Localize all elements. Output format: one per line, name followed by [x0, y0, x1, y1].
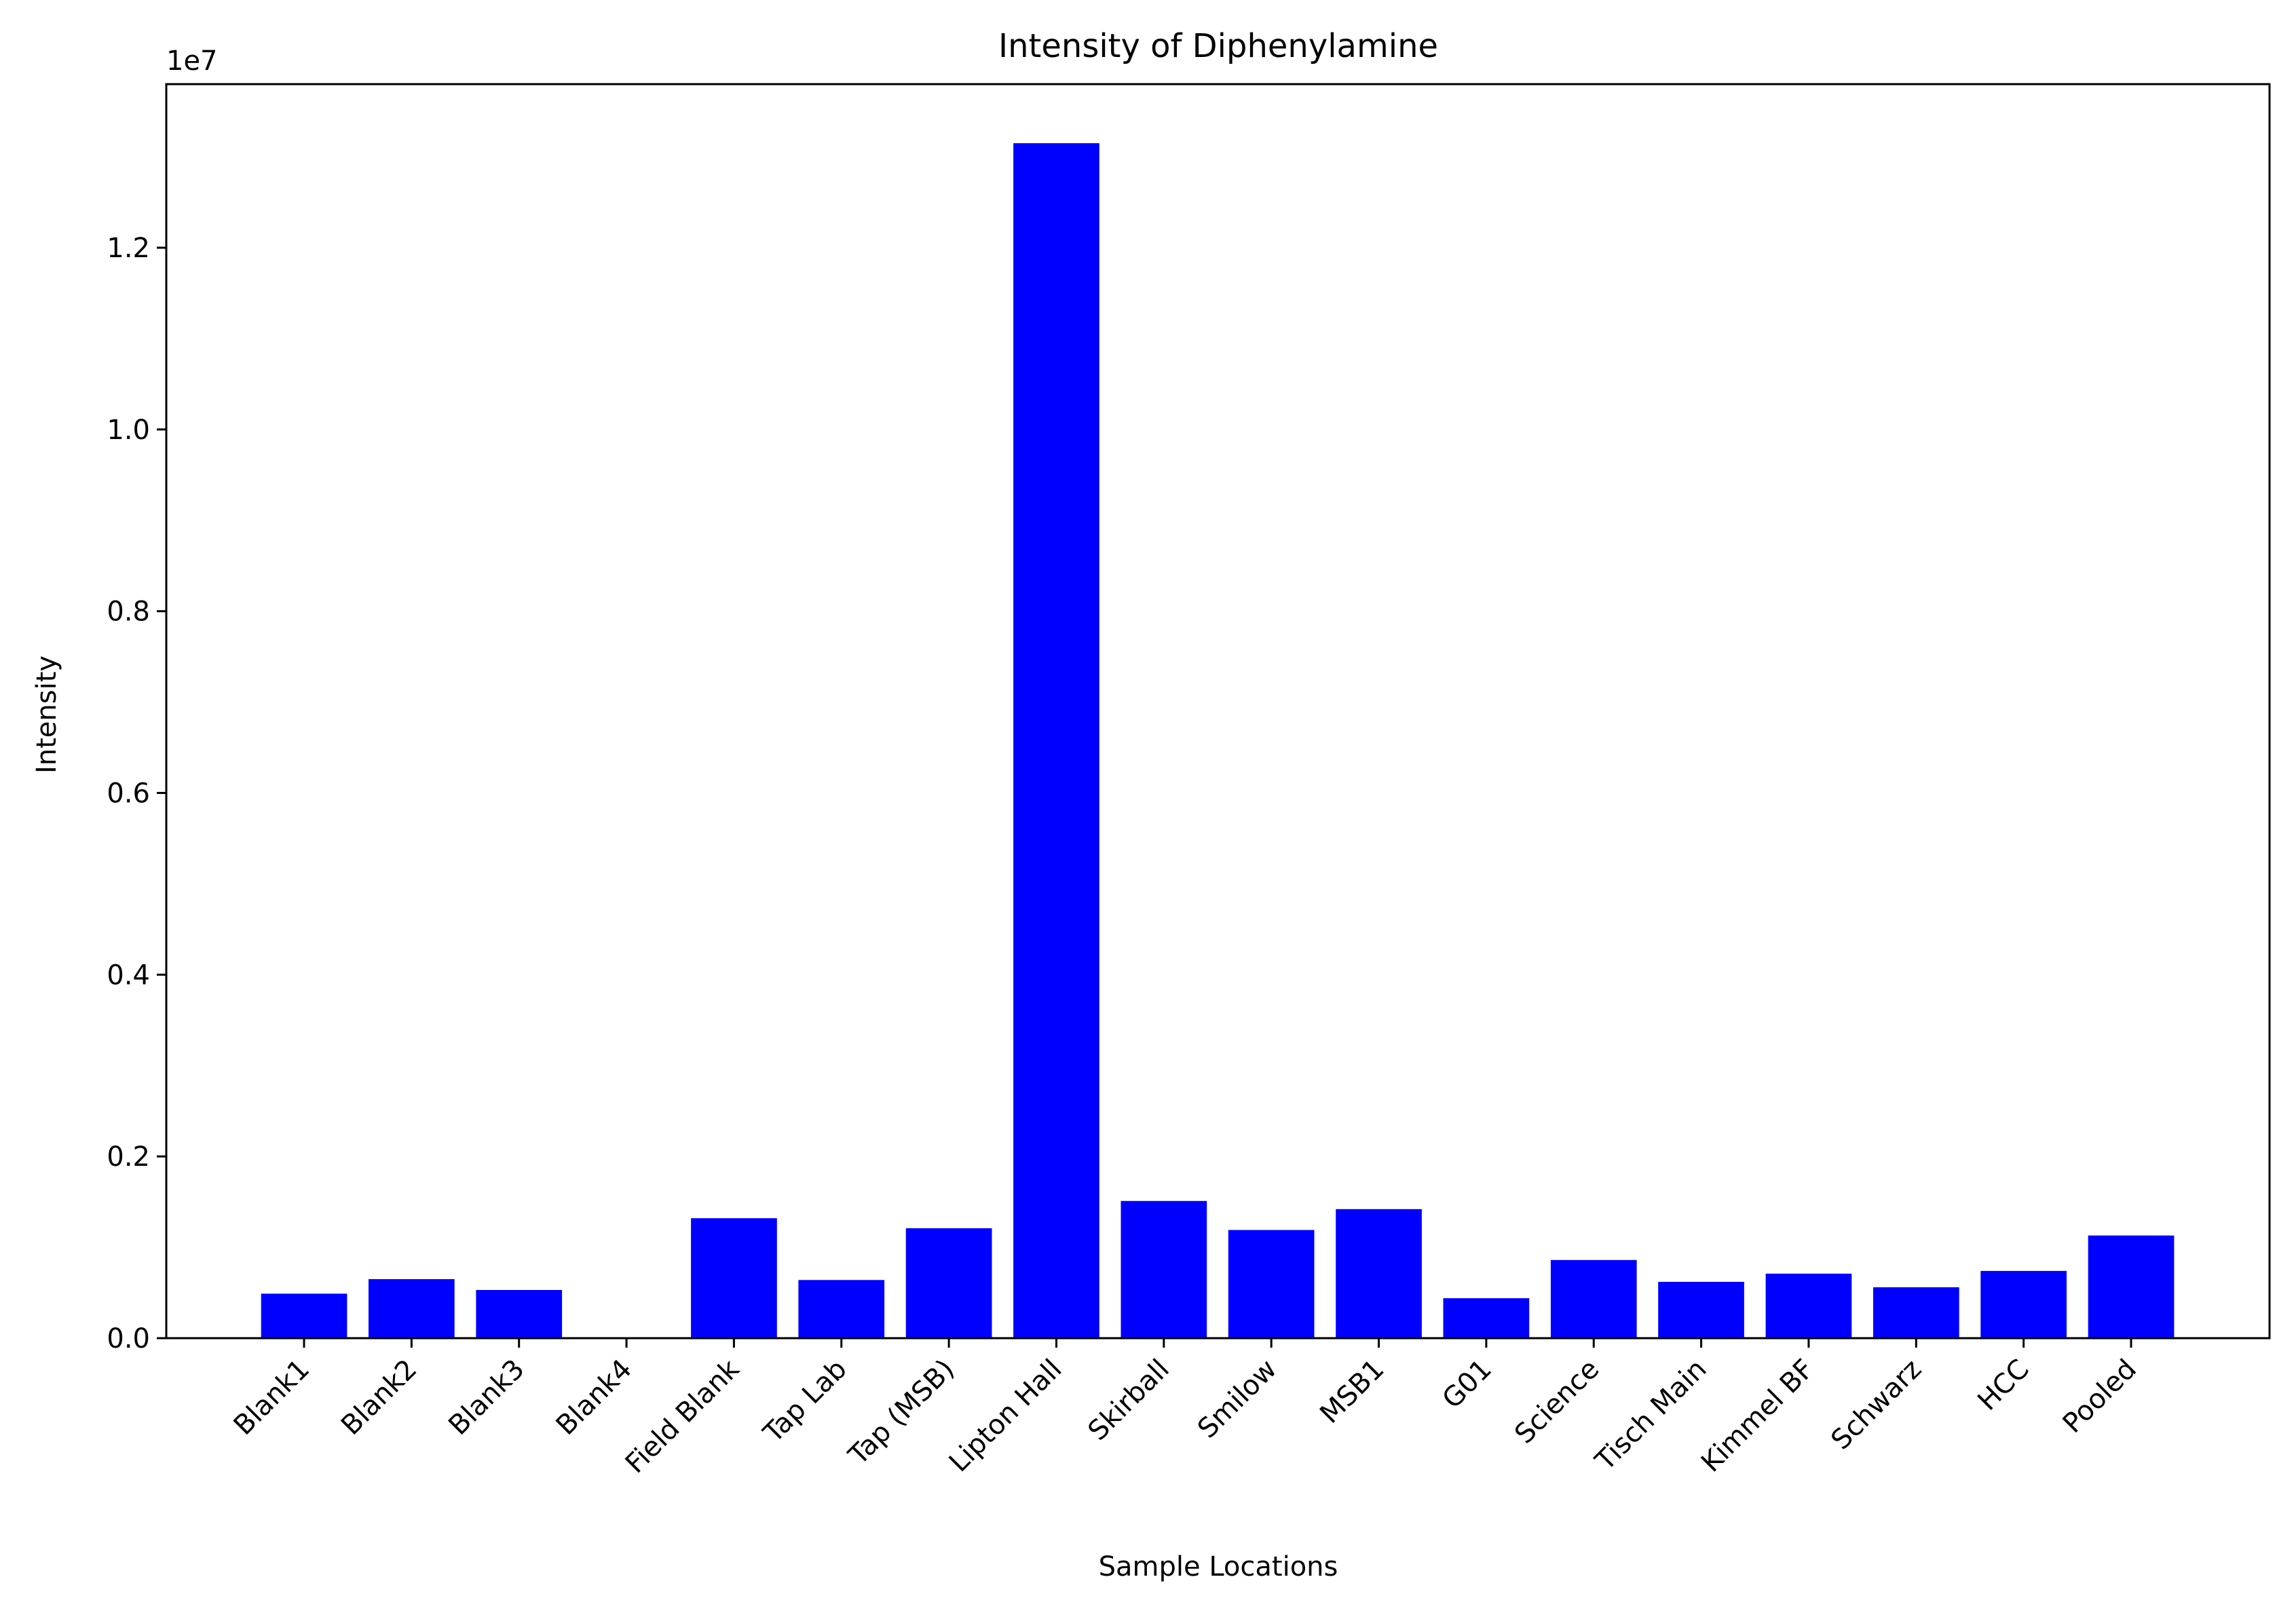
- plot-frame: [165, 83, 2271, 1340]
- bar-tisch-main: [1658, 1282, 1744, 1338]
- y-axis-scale-label: 1e7: [166, 45, 218, 77]
- bar-blank1: [261, 1293, 347, 1338]
- bars-group: [261, 143, 2175, 1338]
- y-tick-label: 0.6: [107, 778, 150, 810]
- bar-field-blank: [691, 1218, 777, 1338]
- y-tick-label: 1.0: [107, 415, 150, 446]
- bar-hcc: [1980, 1270, 2067, 1338]
- bar-g01: [1443, 1298, 1530, 1338]
- y-tick-label: 0.0: [107, 1323, 150, 1354]
- bar-smilow: [1228, 1230, 1315, 1338]
- bar-pooled: [2088, 1235, 2175, 1338]
- y-axis-label: Intensity: [31, 656, 62, 774]
- bar-schwarz: [1873, 1287, 1959, 1338]
- y-tick-label: 0.4: [107, 960, 150, 991]
- bar-msb1: [1336, 1209, 1422, 1338]
- bar-tap-msb: [905, 1228, 992, 1338]
- x-axis-label: Sample Locations: [1099, 1551, 1338, 1582]
- bar-blank3: [476, 1290, 563, 1338]
- bar-science: [1550, 1259, 1637, 1338]
- chart-title: Intensity of Diphenylamine: [998, 27, 1438, 65]
- bar-blank2: [369, 1279, 455, 1338]
- y-tick-label: 0.2: [107, 1141, 150, 1173]
- y-axis-ticks: 0.0 0.2 0.4 0.6 0.8 1.0 1.2: [107, 233, 166, 1354]
- bar-lipton-hall: [1013, 143, 1099, 1338]
- bar-tap-lab: [798, 1280, 885, 1338]
- y-tick-label: 0.8: [107, 596, 150, 628]
- bar-skirball: [1121, 1200, 1207, 1338]
- bar-kimmel-bf: [1765, 1273, 1852, 1338]
- y-tick-label: 1.2: [107, 233, 150, 264]
